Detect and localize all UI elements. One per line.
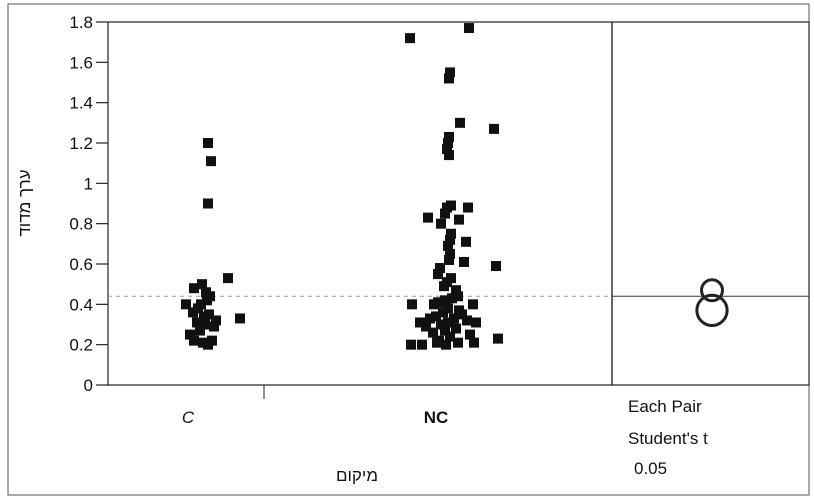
data-point xyxy=(423,212,433,223)
data-point xyxy=(432,337,442,348)
data-point xyxy=(189,283,199,294)
data-point xyxy=(469,337,479,348)
data-point xyxy=(461,236,471,247)
data-point xyxy=(453,291,463,302)
data-point xyxy=(442,202,452,213)
y-tick-label: 0.6 xyxy=(69,255,93,274)
data-point xyxy=(459,256,469,267)
data-point xyxy=(421,321,431,332)
data-point xyxy=(455,117,465,128)
data-point xyxy=(446,228,456,239)
data-point xyxy=(181,299,191,310)
test-description-line: Each Pair xyxy=(628,397,702,416)
data-point xyxy=(406,339,416,350)
data-point xyxy=(462,315,472,326)
y-tick-label: 1.8 xyxy=(69,13,93,32)
data-point xyxy=(440,325,450,336)
data-point xyxy=(223,273,233,284)
y-tick-label: 1.6 xyxy=(69,53,93,72)
data-point xyxy=(200,319,210,330)
data-point xyxy=(235,313,245,324)
data-point xyxy=(443,240,453,251)
data-point xyxy=(407,299,417,310)
data-point xyxy=(465,329,475,340)
comparison-circle xyxy=(695,293,729,328)
data-point xyxy=(189,335,199,346)
data-point xyxy=(436,319,446,330)
data-point xyxy=(433,269,443,280)
data-point xyxy=(493,333,503,344)
data-point xyxy=(457,309,467,320)
data-point xyxy=(451,323,461,334)
y-tick-label: 1.4 xyxy=(69,94,93,113)
data-point xyxy=(417,339,427,350)
data-point xyxy=(444,73,454,84)
data-point xyxy=(440,208,450,219)
data-point xyxy=(199,311,209,322)
data-point xyxy=(209,321,219,332)
y-tick-label: 0 xyxy=(84,376,93,395)
outer-frame xyxy=(7,3,810,496)
data-point xyxy=(439,281,449,292)
x-category-label: C xyxy=(182,408,195,427)
data-point xyxy=(405,33,415,44)
data-point xyxy=(202,295,212,306)
data-point xyxy=(445,248,455,259)
data-point xyxy=(203,138,213,148)
data-point xyxy=(463,202,473,213)
x-axis-label: מיקום xyxy=(336,466,378,485)
data-point xyxy=(449,313,459,324)
data-point xyxy=(203,339,213,350)
y-tick-label: 0.8 xyxy=(69,215,93,234)
data-point xyxy=(443,138,453,148)
data-point xyxy=(451,285,461,296)
test-description-line: 0.05 xyxy=(634,459,667,478)
data-point xyxy=(444,131,454,142)
data-point xyxy=(468,299,478,310)
data-point xyxy=(440,295,450,306)
data-point xyxy=(211,315,221,326)
y-axis-label: ערך מדוד xyxy=(15,169,34,236)
data-point xyxy=(453,337,463,348)
data-point xyxy=(441,339,451,350)
data-point xyxy=(436,218,446,229)
data-point xyxy=(444,150,454,161)
data-point xyxy=(491,261,501,272)
data-point xyxy=(442,144,452,155)
data-point xyxy=(471,317,481,328)
data-point xyxy=(464,23,474,34)
data-point xyxy=(447,293,457,304)
x-category-label: NC xyxy=(424,408,449,427)
data-point xyxy=(443,317,453,328)
data-point xyxy=(206,156,216,167)
data-point xyxy=(192,317,202,328)
test-description-line: Student's t xyxy=(628,429,708,448)
data-point xyxy=(454,214,464,225)
data-point xyxy=(428,327,438,338)
data-point xyxy=(431,311,441,322)
data-point xyxy=(203,198,213,209)
data-point xyxy=(197,279,207,290)
test-panel-frame xyxy=(611,21,810,386)
data-point xyxy=(489,123,499,134)
data-point xyxy=(185,329,195,340)
data-point xyxy=(438,307,448,318)
y-tick-label: 0.4 xyxy=(69,295,93,314)
data-point xyxy=(425,313,435,324)
data-point xyxy=(429,299,439,310)
data-point xyxy=(444,254,454,265)
data-point xyxy=(415,317,425,328)
data-point xyxy=(445,234,455,245)
data-point xyxy=(445,67,455,78)
data-point xyxy=(445,331,455,342)
plot-frame xyxy=(107,21,613,386)
comparison-circle xyxy=(700,278,724,303)
y-tick-label: 1.2 xyxy=(69,134,93,153)
data-point xyxy=(195,325,205,336)
data-point xyxy=(435,263,445,274)
y-tick-label: 1 xyxy=(84,174,93,193)
data-point xyxy=(188,307,198,318)
y-tick-label: 0.2 xyxy=(69,336,93,355)
